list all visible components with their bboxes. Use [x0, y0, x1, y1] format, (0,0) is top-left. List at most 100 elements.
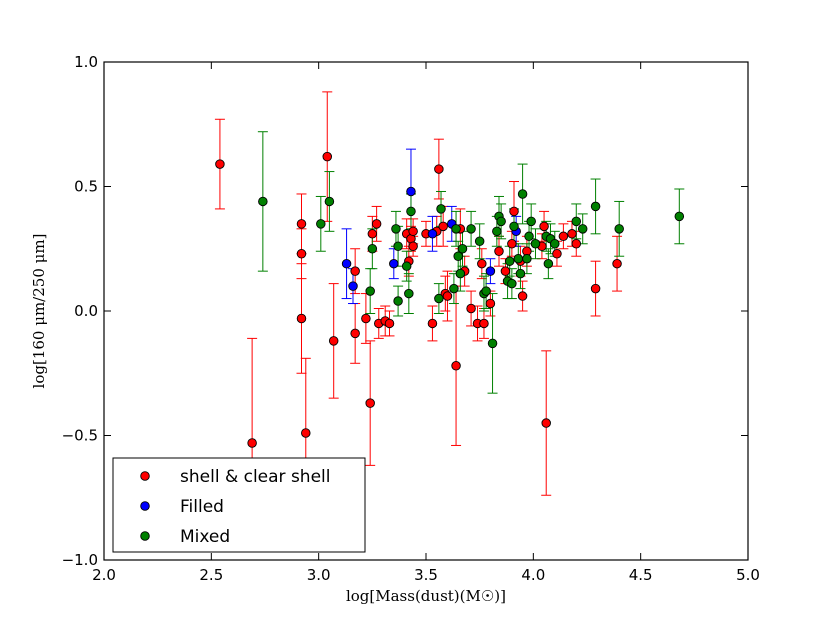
- x-tick-label: 4.5: [629, 566, 653, 584]
- point-mixed: [316, 219, 326, 229]
- point-shell-clear-shell: [247, 438, 257, 448]
- point-shell-clear-shell: [408, 226, 418, 237]
- point-mixed: [515, 268, 526, 279]
- point-shell-clear-shell: [485, 298, 496, 309]
- point-mixed: [522, 253, 532, 264]
- point-shell-clear-shell: [427, 318, 438, 329]
- point-mixed: [406, 206, 416, 217]
- point-mixed: [614, 224, 624, 234]
- point-shell-clear-shell: [367, 229, 378, 239]
- point-mixed: [393, 241, 403, 252]
- y-tick-label: −1.0: [62, 551, 98, 569]
- legend-box: [112, 457, 366, 553]
- point-shell-clear-shell: [552, 248, 562, 259]
- point-shell-clear-shell: [408, 241, 418, 252]
- point-shell-clear-shell: [479, 318, 489, 329]
- point-mixed: [496, 216, 506, 227]
- point-mixed: [401, 261, 412, 271]
- point-mixed: [324, 196, 335, 207]
- point-mixed: [674, 211, 685, 222]
- point-mixed: [504, 256, 515, 266]
- legend-marker: [140, 531, 150, 541]
- point-mixed: [524, 231, 534, 242]
- point-shell-clear-shell: [296, 313, 307, 324]
- legend-marker: [140, 471, 150, 481]
- x-tick-label: 3.5: [414, 566, 438, 584]
- point-filled: [348, 281, 358, 291]
- point-shell-clear-shell: [350, 328, 360, 339]
- point-mixed: [492, 226, 502, 237]
- point-shell-clear-shell: [350, 266, 360, 276]
- point-shell-clear-shell: [296, 248, 307, 259]
- point-mixed: [513, 253, 524, 264]
- y-tick-label: 0.5: [74, 178, 98, 196]
- point-shell-clear-shell: [500, 266, 511, 276]
- point-mixed: [365, 286, 375, 296]
- point-shell-clear-shell: [509, 206, 519, 217]
- point-shell-clear-shell: [477, 258, 487, 269]
- point-mixed: [258, 196, 268, 207]
- legend: shell & clear shell Filled Mixed: [112, 457, 366, 553]
- x-tick-label: 3.0: [307, 566, 331, 584]
- point-shell-clear-shell: [215, 159, 225, 169]
- point-shell-clear-shell: [612, 258, 622, 269]
- ticks-layer: 2.0 2.5 3.0 3.5 4.0 4.5 5.0 1.0 0.5 0.0 −0.5 −1.0: [62, 53, 760, 584]
- legend-label: Mixed: [180, 527, 230, 547]
- point-shell-clear-shell: [384, 318, 395, 329]
- point-mixed: [550, 239, 560, 249]
- point-mixed: [590, 201, 601, 212]
- point-mixed: [543, 258, 554, 269]
- point-mixed: [571, 216, 582, 227]
- y-tick-label: 1.0: [74, 53, 98, 71]
- x-tick-label: 2.0: [92, 566, 116, 584]
- legend-label: shell & clear shell: [180, 467, 330, 487]
- point-mixed: [455, 268, 466, 279]
- point-filled: [341, 258, 352, 269]
- y-axis-title: log[160 μm/250 μm]: [30, 234, 48, 389]
- point-shell-clear-shell: [571, 239, 582, 249]
- point-mixed: [434, 293, 444, 304]
- point-mixed: [481, 286, 491, 296]
- point-shell-clear-shell: [361, 313, 371, 324]
- point-mixed: [457, 243, 468, 254]
- x-tick-label: 4.0: [521, 566, 545, 584]
- y-tick-label: 0.0: [74, 302, 98, 320]
- point-mixed: [391, 224, 401, 234]
- point-filled: [485, 266, 496, 276]
- point-shell-clear-shell: [590, 283, 601, 294]
- point-mixed: [436, 204, 446, 214]
- point-shell-clear-shell: [494, 246, 504, 256]
- x-axis-title: log[Mass(dust)(M☉)]: [346, 587, 506, 605]
- points-layer: [215, 151, 685, 448]
- x-tick-label: 5.0: [736, 566, 760, 584]
- point-filled: [406, 186, 416, 197]
- legend-label: Filled: [180, 497, 224, 517]
- point-shell-clear-shell: [434, 164, 444, 174]
- point-shell-clear-shell: [371, 219, 382, 229]
- point-mixed: [449, 283, 459, 294]
- point-shell-clear-shell: [301, 428, 311, 438]
- point-mixed: [577, 224, 588, 234]
- point-mixed: [453, 251, 463, 261]
- point-mixed: [509, 221, 519, 232]
- point-mixed: [526, 216, 536, 227]
- legend-marker: [140, 501, 150, 511]
- point-mixed: [474, 236, 485, 247]
- point-shell-clear-shell: [541, 418, 551, 428]
- point-shell-clear-shell: [442, 291, 453, 301]
- point-shell-clear-shell: [451, 361, 461, 371]
- point-filled: [389, 258, 399, 269]
- point-mixed: [393, 296, 403, 306]
- point-shell-clear-shell: [466, 303, 476, 314]
- point-mixed: [507, 278, 517, 289]
- point-shell-clear-shell: [328, 336, 339, 346]
- point-shell-clear-shell: [365, 398, 375, 408]
- point-shell-clear-shell: [438, 221, 448, 232]
- point-shell-clear-shell: [507, 239, 517, 249]
- point-mixed: [451, 224, 461, 234]
- point-shell-clear-shell: [517, 291, 528, 301]
- point-shell-clear-shell: [567, 229, 577, 239]
- point-mixed: [404, 288, 414, 299]
- point-mixed: [530, 239, 541, 249]
